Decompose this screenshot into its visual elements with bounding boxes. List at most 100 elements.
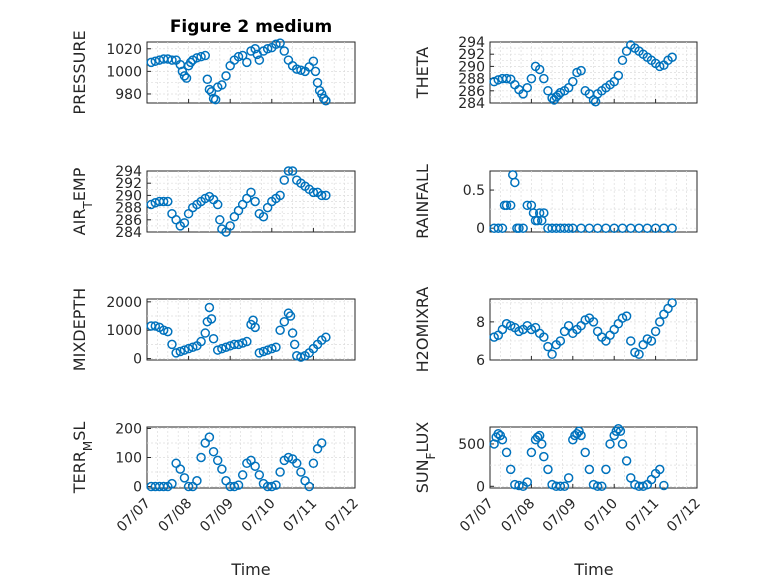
data-point: [611, 426, 622, 436]
x-tick-label: 07/09: [540, 496, 580, 536]
data-point: [543, 464, 553, 475]
data-point: [150, 321, 161, 331]
data-point: [146, 57, 156, 68]
subplot-7: 0 100 200 07/07 07/08 07/09 07/10 07/11 07/12 TER…: [70, 421, 362, 535]
data-point: [275, 325, 285, 335]
y-tick-label: 294: [115, 164, 142, 180]
data-point: [175, 464, 186, 474]
y-tick-label: 0: [133, 480, 142, 496]
data-point: [493, 223, 504, 233]
data-point: [158, 325, 169, 335]
data-point: [183, 481, 194, 492]
x-axis-label-right: Time: [573, 560, 613, 579]
data-point: [514, 223, 524, 233]
data-point: [501, 447, 512, 458]
data-point: [526, 73, 537, 84]
data-point: [179, 218, 190, 228]
data-point: [319, 93, 329, 104]
data-point: [646, 336, 657, 346]
y-axis-label: SUNFLUX: [413, 422, 438, 494]
data-point: [192, 53, 202, 63]
x-tick-label: 07/10: [581, 496, 621, 536]
data-point: [287, 166, 298, 176]
data-point: [555, 481, 566, 492]
y-tick-label: 1000: [106, 323, 142, 339]
y-tick-label: 0: [476, 221, 485, 237]
data-point: [532, 432, 543, 442]
y-tick-label: 294: [458, 35, 485, 51]
y-axis-label: MIXDEPTH: [70, 288, 89, 371]
data-point: [250, 461, 260, 471]
data-point: [275, 38, 285, 48]
y-tick-label: 100: [115, 451, 142, 467]
data-point: [285, 311, 296, 321]
data-point: [316, 89, 327, 99]
y-tick-label: 286: [115, 213, 142, 229]
data-point: [202, 74, 213, 85]
data-point: [543, 86, 553, 96]
data-point: [654, 317, 665, 327]
data-point: [254, 55, 265, 65]
subplot-1: 980 1000 1020 PRESSURE: [70, 30, 356, 115]
data-point: [621, 456, 632, 466]
data-point: [275, 467, 285, 477]
data-point: [217, 464, 227, 474]
data-point: [258, 212, 269, 222]
data-point: [534, 430, 545, 441]
data-point: [308, 458, 319, 469]
data-point: [654, 61, 665, 72]
data-point: [208, 446, 219, 457]
data-point: [555, 336, 566, 346]
data-point: [275, 190, 285, 201]
y-tick-label: 0.5: [463, 183, 485, 199]
data-point: [250, 196, 260, 207]
data-point: [221, 71, 231, 81]
y-tick-label: 8: [476, 315, 485, 331]
y-tick-label: 980: [115, 87, 142, 103]
data-point: [563, 223, 574, 233]
x-tick-label: 07/10: [239, 496, 279, 536]
data-point: [271, 480, 281, 490]
subplot-6: 6 8 H2OMIXRA: [413, 287, 698, 372]
y-tick-label: 286: [458, 84, 485, 100]
data-point: [667, 298, 677, 308]
data-point: [158, 481, 169, 492]
data-point: [310, 66, 321, 77]
data-point: [279, 316, 290, 327]
data-point: [217, 80, 227, 90]
data-point: [177, 66, 188, 77]
y-tick-label: 290: [458, 59, 485, 75]
data-point: [212, 455, 223, 466]
data-point: [592, 481, 603, 492]
data-point: [497, 223, 508, 233]
data-point: [667, 223, 677, 233]
data-point: [167, 478, 177, 489]
data-point: [316, 438, 327, 448]
data-point: [539, 332, 549, 342]
data-point: [179, 473, 190, 483]
data-point: [217, 343, 227, 354]
subplot-4: 0 0.5 RAINFALL: [413, 164, 698, 239]
data-point: [192, 475, 202, 486]
x-tick-label: 07/12: [322, 496, 362, 536]
data-point: [204, 432, 215, 442]
data-point: [518, 223, 528, 233]
data-point: [296, 65, 306, 75]
data-point: [271, 342, 281, 352]
data-point: [292, 64, 302, 74]
plot-area: [489, 426, 698, 489]
data-point: [501, 73, 512, 84]
data-point: [539, 208, 549, 218]
data-point: [254, 470, 265, 480]
data-point: [304, 481, 314, 492]
y-tick-label: 200: [115, 421, 142, 437]
data-point: [559, 481, 570, 492]
subplot-5: 0 1000 2000 MIXDEPTH: [70, 288, 356, 371]
data-point: [626, 336, 636, 346]
data-point: [522, 477, 533, 487]
data-point: [568, 76, 578, 87]
data-point: [206, 314, 217, 324]
data-point: [537, 439, 547, 449]
